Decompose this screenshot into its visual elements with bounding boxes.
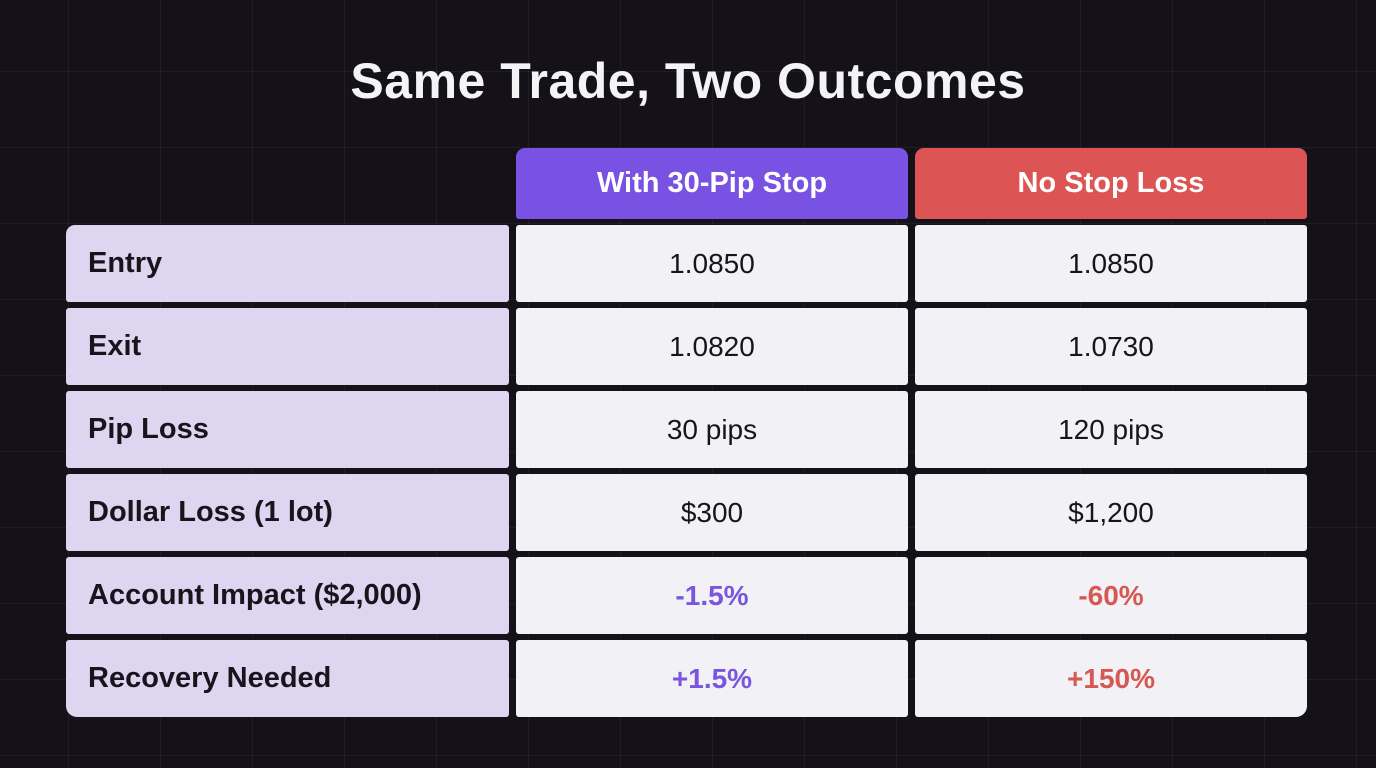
page-title: Same Trade, Two Outcomes <box>350 53 1026 109</box>
column-header-with-stop: With 30-Pip Stop <box>516 148 908 219</box>
dollar-loss-with-stop-value: $300 <box>516 474 908 551</box>
row-label-pip-loss: Pip Loss <box>66 391 509 468</box>
entry-with-stop-value: 1.0850 <box>516 225 908 302</box>
comparison-table: With 30-Pip Stop No Stop Loss Entry 1.08… <box>66 148 1307 717</box>
account-impact-no-stop-value: -60% <box>915 557 1307 634</box>
row-label-account-impact: Account Impact ($2,000) <box>66 557 509 634</box>
row-label-exit: Exit <box>66 308 509 385</box>
header-spacer-cell <box>66 148 509 219</box>
column-header-no-stop: No Stop Loss <box>915 148 1307 219</box>
entry-no-stop-value: 1.0850 <box>915 225 1307 302</box>
recovery-with-stop-value: +1.5% <box>516 640 908 717</box>
exit-no-stop-value: 1.0730 <box>915 308 1307 385</box>
row-label-dollar-loss: Dollar Loss (1 lot) <box>66 474 509 551</box>
pip-loss-no-stop-value: 120 pips <box>915 391 1307 468</box>
exit-with-stop-value: 1.0820 <box>516 308 908 385</box>
dollar-loss-no-stop-value: $1,200 <box>915 474 1307 551</box>
row-label-entry: Entry <box>66 225 509 302</box>
recovery-no-stop-value: +150% <box>915 640 1307 717</box>
row-label-recovery-needed: Recovery Needed <box>66 640 509 717</box>
pip-loss-with-stop-value: 30 pips <box>516 391 908 468</box>
account-impact-with-stop-value: -1.5% <box>516 557 908 634</box>
